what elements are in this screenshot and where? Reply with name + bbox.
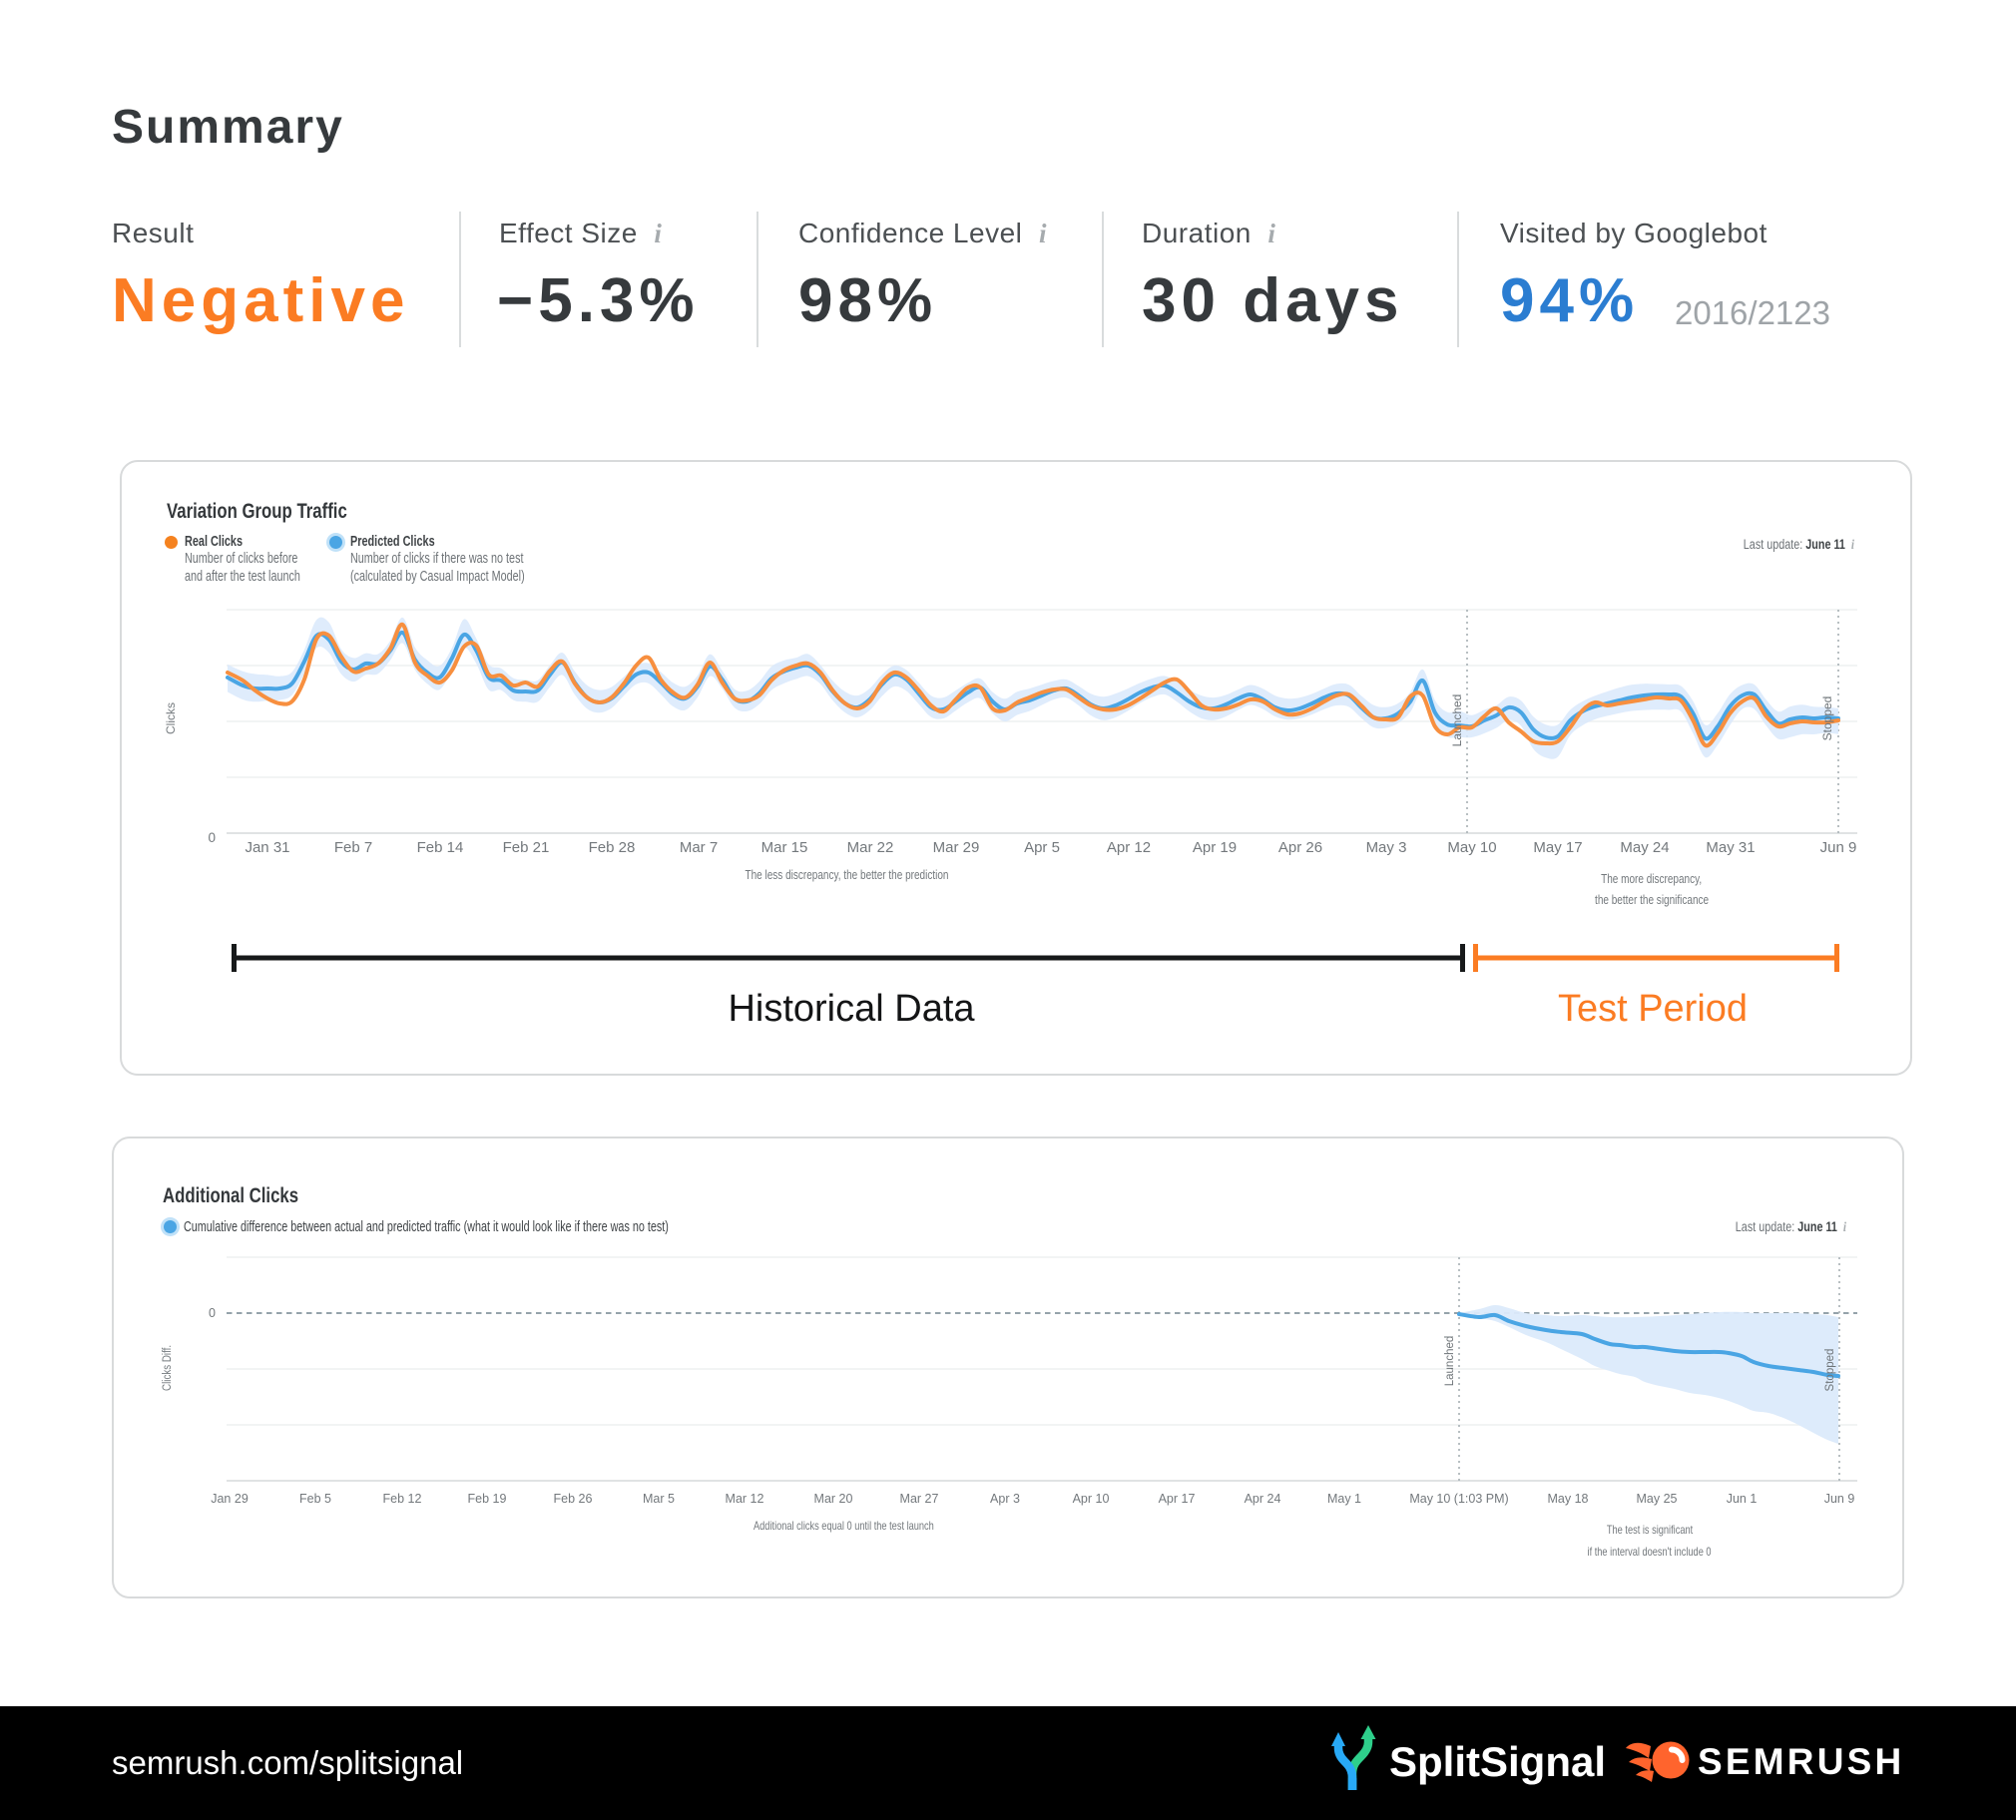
svg-text:SEMRUSH: SEMRUSH bbox=[1698, 1741, 1904, 1782]
svg-text:SplitSignal: SplitSignal bbox=[1389, 1738, 1606, 1785]
